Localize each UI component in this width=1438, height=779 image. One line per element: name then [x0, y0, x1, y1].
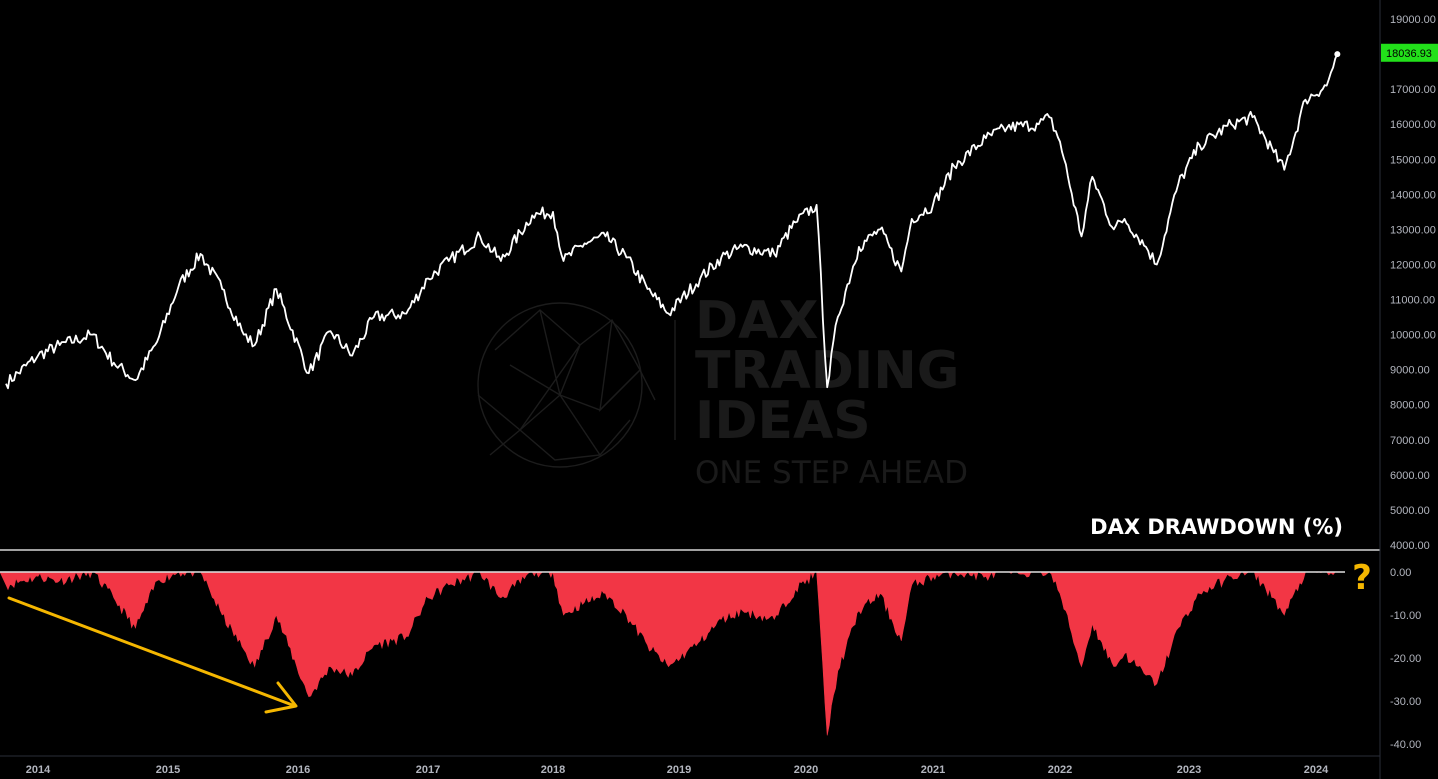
price-tick-label: 17000.00 — [1390, 84, 1436, 96]
drawdown-pane: DAX DRAWDOWN (%) ? — [0, 515, 1372, 736]
time-tick-label: 2024 — [1304, 764, 1329, 776]
price-tick-label: 4000.00 — [1390, 540, 1430, 552]
price-pane — [5, 51, 1341, 390]
drawdown-tick-label: -20.00 — [1390, 653, 1421, 665]
arrow-annotation — [7, 596, 298, 714]
watermark-line1: DAX — [695, 291, 819, 351]
watermark-line3: IDEAS — [695, 391, 871, 451]
price-tick-label: 8000.00 — [1390, 400, 1430, 412]
drawdown-area — [0, 570, 1338, 736]
drawdown-axis[interactable]: 0.00 -10.00 -20.00 -30.00 -40.00 — [1390, 567, 1421, 751]
price-tick-label: 11000.00 — [1390, 295, 1435, 307]
price-tick-label: 14000.00 — [1390, 189, 1436, 201]
time-tick-label: 2017 — [416, 764, 440, 776]
drawdown-tick-label: -40.00 — [1390, 739, 1421, 751]
price-tick-label: 16000.00 — [1390, 119, 1436, 131]
time-tick-label: 2023 — [1177, 764, 1201, 776]
price-tick-label: 6000.00 — [1390, 470, 1430, 482]
watermark-line2: TRADING — [695, 341, 959, 401]
last-price-marker — [1334, 51, 1341, 58]
time-tick-label: 2018 — [541, 764, 565, 776]
time-tick-label: 2021 — [921, 764, 945, 776]
time-tick-label: 2019 — [667, 764, 691, 776]
dax-price-line — [5, 53, 1339, 390]
price-tick-label: 10000.00 — [1390, 330, 1436, 342]
last-price-tag: 18036.93 — [1381, 43, 1438, 62]
price-axis[interactable]: 19000.0018000.0017000.0016000.0015000.00… — [1390, 14, 1436, 552]
price-tick-label: 7000.00 — [1390, 435, 1430, 447]
drawdown-tick-label: 0.00 — [1390, 567, 1411, 579]
question-mark-annotation: ? — [1352, 558, 1372, 598]
time-tick-label: 2014 — [26, 764, 51, 776]
price-tick-label: 15000.00 — [1390, 154, 1436, 166]
drawdown-title: DAX DRAWDOWN (%) — [1090, 515, 1343, 539]
time-tick-label: 2016 — [286, 764, 310, 776]
time-axis[interactable]: 2014 2015 2016 2017 2018 2019 2020 2021 2022 2023… — [26, 764, 1329, 776]
price-tick-label: 12000.00 — [1390, 259, 1436, 271]
watermark: DAX TRADING IDEAS ONE STEP AHEAD — [477, 291, 968, 491]
time-tick-label: 2015 — [156, 764, 180, 776]
drawdown-tick-label: -10.00 — [1390, 610, 1421, 622]
time-tick-label: 2022 — [1048, 764, 1072, 776]
time-tick-label: 2020 — [794, 764, 818, 776]
price-tick-label: 13000.00 — [1390, 224, 1436, 236]
watermark-tagline: ONE STEP AHEAD — [695, 455, 968, 491]
price-tick-label: 5000.00 — [1390, 505, 1430, 517]
last-price-label: 18036.93 — [1386, 48, 1432, 60]
globe-logo-icon — [477, 302, 676, 468]
price-tick-label: 9000.00 — [1390, 365, 1430, 377]
price-tick-label: 19000.00 — [1390, 14, 1436, 26]
drawdown-tick-label: -30.00 — [1390, 696, 1421, 708]
